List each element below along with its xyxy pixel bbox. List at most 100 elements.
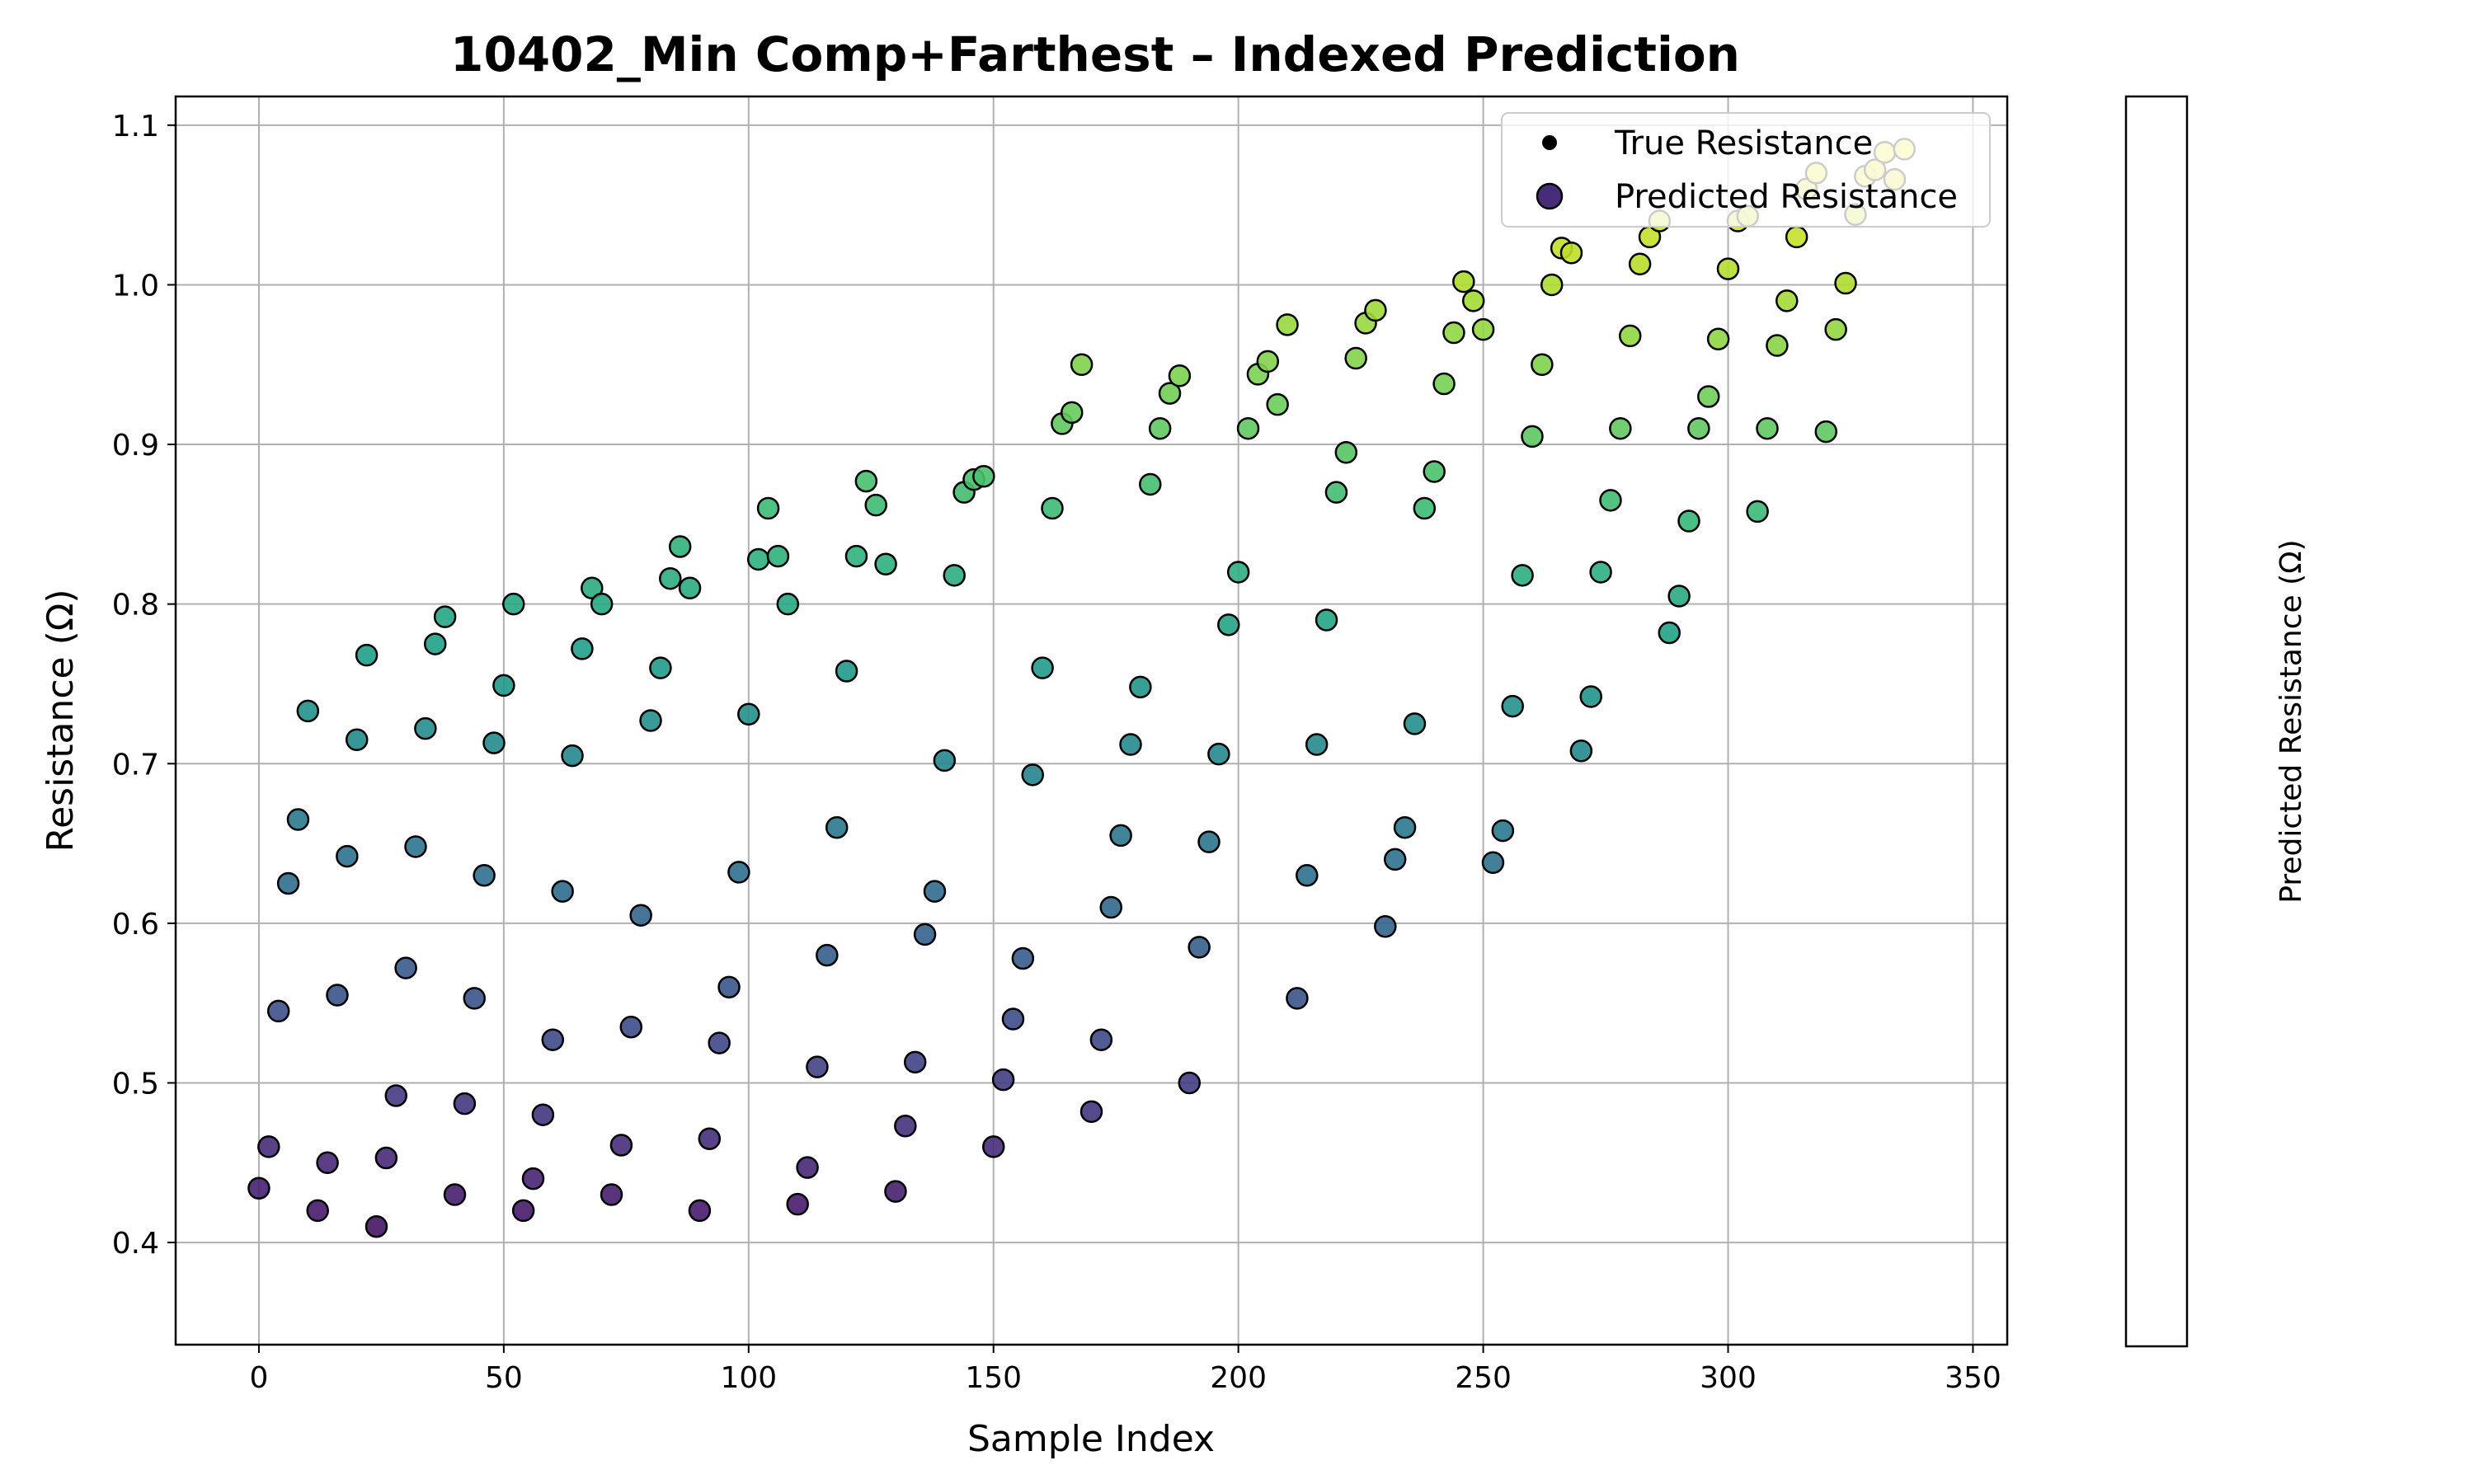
plot-frame xyxy=(174,95,2009,1346)
predicted-point xyxy=(991,1068,1015,1092)
predicted-point xyxy=(874,552,897,576)
predicted-point xyxy=(1060,401,1084,425)
predicted-point xyxy=(561,744,584,768)
x-tick-label: 200 xyxy=(1210,1361,1267,1395)
predicted-point xyxy=(844,544,868,568)
predicted-point xyxy=(306,1199,329,1223)
predicted-point xyxy=(1226,561,1250,584)
predicted-point xyxy=(825,815,849,839)
predicted-point xyxy=(698,1127,722,1150)
predicted-point xyxy=(1628,252,1652,276)
predicted-point xyxy=(463,987,486,1010)
predicted-point xyxy=(1785,225,1808,249)
predicted-point xyxy=(1667,585,1691,608)
y-tick-label: 0.4 xyxy=(112,1227,159,1261)
predicted-point xyxy=(1324,481,1348,504)
predicted-point xyxy=(1158,382,1182,405)
predicted-point xyxy=(1079,1100,1103,1124)
predicted-point xyxy=(1824,317,1847,341)
predicted-point xyxy=(708,1031,731,1054)
predicted-point xyxy=(1559,241,1583,265)
predicted-point xyxy=(1756,416,1779,440)
predicted-point xyxy=(629,904,652,927)
x-tick-label: 350 xyxy=(1945,1361,2001,1395)
predicted-point xyxy=(443,1183,467,1206)
predicted-point xyxy=(1766,334,1789,357)
predicted-point xyxy=(1531,353,1554,377)
predicted-point xyxy=(1207,742,1230,766)
predicted-point xyxy=(746,547,770,571)
y-tick-label: 0.7 xyxy=(112,748,159,782)
predicted-point xyxy=(1344,346,1367,370)
colorbar-title: Predicted Resistance (Ω) xyxy=(2274,539,2308,903)
predicted-point xyxy=(835,660,858,683)
predicted-point xyxy=(972,465,995,488)
predicted-point xyxy=(1236,416,1260,440)
predicted-point xyxy=(639,709,662,732)
predicted-point xyxy=(276,871,300,895)
predicted-point xyxy=(1501,694,1524,718)
predicted-point xyxy=(766,544,790,568)
predicted-point xyxy=(1618,324,1642,348)
predicted-point xyxy=(981,1135,1005,1158)
predicted-point xyxy=(1129,675,1152,699)
x-tick-label: 250 xyxy=(1455,1361,1512,1395)
predicted-point xyxy=(1716,257,1740,280)
predicted-point xyxy=(727,861,750,884)
predicted-point xyxy=(394,956,417,979)
x-tick-label: 150 xyxy=(965,1361,1022,1395)
predicted-point xyxy=(1697,385,1720,408)
predicted-point xyxy=(511,1199,535,1223)
predicted-point xyxy=(365,1214,388,1238)
predicted-point xyxy=(453,1092,477,1115)
predicted-point xyxy=(1834,271,1857,295)
predicted-point xyxy=(1139,472,1162,496)
predicted-point xyxy=(1609,416,1632,440)
predicted-point xyxy=(1197,830,1221,853)
predicted-point xyxy=(266,999,290,1023)
predicted-point xyxy=(257,1135,280,1158)
predicted-point xyxy=(1296,864,1319,887)
predicted-point xyxy=(913,923,937,946)
predicted-point xyxy=(903,1050,927,1074)
predicted-point xyxy=(1687,416,1710,440)
predicted-point xyxy=(326,984,349,1007)
predicted-point xyxy=(943,564,966,587)
predicted-point xyxy=(1481,851,1505,875)
colorbar: Predicted Resistance (Ω) xyxy=(2124,95,2308,1348)
predicted-point xyxy=(482,731,506,754)
predicted-point xyxy=(404,835,427,858)
predicted-point xyxy=(864,493,887,517)
predicted-point xyxy=(1119,733,1142,756)
predicted-point xyxy=(1266,392,1289,416)
predicted-point xyxy=(492,674,515,697)
predicted-point xyxy=(884,1180,907,1203)
predicted-point xyxy=(1706,327,1730,351)
legend: True Resistance Predicted Resistance xyxy=(1501,112,1991,228)
predicted-point xyxy=(1188,936,1211,959)
x-tick-label: 100 xyxy=(720,1361,777,1395)
predicted-point xyxy=(1099,895,1123,919)
y-tick-label: 1.1 xyxy=(112,110,159,143)
predicted-point xyxy=(796,1156,819,1179)
predicted-point xyxy=(1041,496,1064,520)
predicted-point xyxy=(247,1176,270,1200)
legend-true-marker xyxy=(1542,135,1557,150)
x-tick-label: 0 xyxy=(250,1361,269,1395)
y-tick-label: 0.8 xyxy=(112,589,159,622)
grid-lines xyxy=(176,96,2007,1345)
predicted-point xyxy=(1589,561,1612,584)
predicted-point xyxy=(786,1192,809,1216)
predicted-point xyxy=(1021,763,1044,787)
predicted-point xyxy=(1374,915,1397,938)
predicted-point xyxy=(1334,440,1358,464)
predicted-point xyxy=(286,808,310,831)
predicted-point xyxy=(1776,289,1799,312)
predicted-point xyxy=(806,1055,829,1078)
predicted-point xyxy=(1423,460,1446,483)
predicted-point xyxy=(1178,1071,1202,1095)
legend-true-label: True Resistance xyxy=(1614,124,1873,162)
predicted-point xyxy=(1256,350,1280,373)
predicted-point xyxy=(717,975,741,999)
y-tick-label: 0.5 xyxy=(112,1067,159,1101)
